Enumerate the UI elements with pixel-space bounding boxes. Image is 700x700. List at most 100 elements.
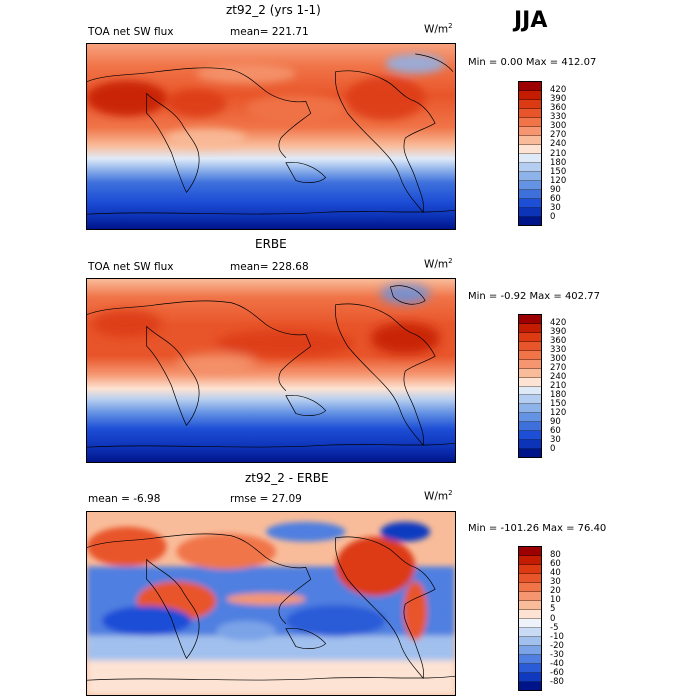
colorbar-tick-label: 420 [550,318,567,328]
colorbar-swatch [519,315,541,324]
colorbar-swatch [519,359,541,369]
panel1-mean-label: mean= 221.71 [230,26,309,38]
colorbar-swatch [519,655,541,664]
colorbar-swatch [519,163,541,172]
colorbar-tick-label: 270 [550,363,567,373]
panel2-minmax-label: Min = -0.92 Max = 402.77 [468,291,600,302]
colorbar-swatch [519,217,541,225]
colorbar-swatch [519,395,541,405]
panel3-units-label: W/m2 [424,489,453,503]
colorbar-tick-label: 300 [550,354,567,364]
colorbar-swatch [519,386,541,396]
colorbar-tick-label: 150 [550,399,567,409]
colorbar-tick-label: 180 [550,157,567,168]
colorbar-swatch [519,91,541,100]
colorbar-swatch [519,208,541,217]
colorbar-swatch [519,592,541,601]
colorbar-tick-label: 10 [550,595,561,606]
colorbar-swatch [519,172,541,181]
panel3-minmax-label: Min = -101.26 Max = 76.40 [468,523,607,534]
colorbar-swatch [519,145,541,154]
panel2-title: ERBE [255,237,287,251]
colorbar-tick-label: 80 [550,550,561,561]
colorbar-tick-label: 390 [550,94,567,105]
colorbar-swatch [519,413,541,423]
colorbar-swatch [519,664,541,673]
colorbar-tick-label: 30 [550,577,561,588]
colorbar-tick-label: 360 [550,336,567,346]
colorbar-swatch [519,556,541,565]
colorbar-swatch [519,574,541,583]
colorbar-tick-label: 210 [550,148,567,159]
panel3-rmse-label: rmse = 27.09 [230,493,302,505]
colorbar-swatch [519,118,541,127]
colorbar-swatch [519,601,541,610]
colorbar-swatch [519,431,541,441]
colorbar-tick-label: 60 [550,426,561,436]
panel1-minmax-label: Min = 0.00 Max = 412.07 [468,57,597,68]
panel1-colorbar [518,81,542,226]
panel2-coastlines [87,285,455,448]
colorbar-tick-label: 90 [550,184,561,195]
panel2-colorbar [518,314,542,458]
colorbar-swatch [519,628,541,637]
colorbar-tick-label: -80 [550,676,564,687]
colorbar-swatch [519,109,541,118]
colorbar-tick-label: 240 [550,372,567,382]
colorbar-swatch [519,565,541,574]
colorbar-swatch [519,646,541,655]
colorbar-swatch [519,610,541,619]
panel1-map [86,43,456,230]
panel1-units-label: W/m2 [424,22,453,36]
colorbar-tick-label: 40 [550,568,561,579]
colorbar-swatch [519,199,541,208]
colorbar-swatch [519,404,541,414]
colorbar-swatch [519,82,541,91]
colorbar-tick-label: 300 [550,121,567,132]
colorbar-swatch [519,323,541,333]
panel3-colorbar [518,546,542,691]
colorbar-swatch [519,673,541,682]
colorbar-tick-label: 60 [550,559,561,570]
panel3-mean-label: mean = -6.98 [88,493,161,505]
colorbar-tick-label: 150 [550,166,567,177]
colorbar-tick-label: 30 [550,435,561,445]
colorbar-tick-label: 60 [550,193,561,204]
colorbar-swatch [519,440,541,450]
colorbar-tick-label: 360 [550,103,567,114]
colorbar-swatch [519,619,541,628]
colorbar-tick-label: -60 [550,667,564,678]
colorbar-swatch [519,449,541,457]
colorbar-swatch [519,190,541,199]
colorbar-tick-label: 90 [550,417,561,427]
panel3-title: zt92_2 - ERBE [245,471,329,485]
panel3-coastlines [87,533,455,681]
colorbar-tick-label: -10 [550,631,564,642]
colorbar-swatch [519,637,541,646]
panel3-map [86,511,456,696]
colorbar-tick-label: 210 [550,381,567,391]
colorbar-tick-label: 120 [550,175,567,186]
colorbar-tick-label: 5 [550,604,556,615]
colorbar-swatch [519,127,541,136]
season-label: JJA [514,8,548,33]
panel1-title: zt92_2 (yrs 1-1) [226,3,321,17]
panel2-map [86,278,456,463]
colorbar-swatch [519,136,541,145]
colorbar-tick-label: -5 [550,622,559,633]
colorbar-tick-label: -40 [550,658,564,669]
panel1-variable-label: TOA net SW flux [88,26,174,38]
colorbar-tick-label: 0 [550,613,556,624]
panel2-mean-label: mean= 228.68 [230,261,309,273]
colorbar-tick-label: -30 [550,649,564,660]
colorbar-swatch [519,547,541,556]
colorbar-swatch [519,154,541,163]
colorbar-swatch [519,181,541,190]
colorbar-swatch [519,350,541,360]
colorbar-swatch [519,583,541,592]
panel1-coastlines [87,53,455,215]
colorbar-tick-label: 390 [550,327,567,337]
colorbar-tick-label: 0 [550,444,556,454]
panel2-units-label: W/m2 [424,257,453,271]
colorbar-swatch [519,422,541,432]
